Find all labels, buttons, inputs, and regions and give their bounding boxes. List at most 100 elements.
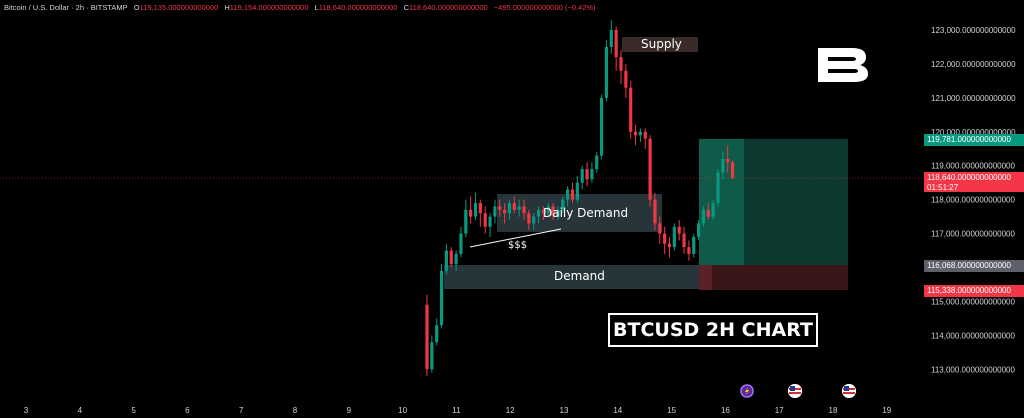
candle-body <box>469 209 473 217</box>
candle-body <box>546 206 550 214</box>
target-price-tag[interactable]: 119,781.000000000000 <box>924 134 1024 146</box>
candle-body <box>464 209 468 234</box>
candle-body <box>561 199 565 210</box>
candle-body <box>706 209 710 217</box>
candle-body <box>459 233 463 254</box>
countdown-value: 01:51:27 <box>927 183 959 192</box>
candle-body <box>624 70 628 88</box>
candle-body <box>493 206 497 217</box>
candle-body <box>716 172 720 204</box>
candle-body <box>667 243 672 248</box>
symbol-title: Bitcoin / U.S. Dollar · 2h · BITSTAMP <box>4 3 128 12</box>
candle-body <box>498 206 502 210</box>
candle-body <box>643 131 647 139</box>
candle-body <box>536 209 541 217</box>
time-tick-label: 9 <box>347 406 352 415</box>
logo-b-icon <box>816 46 870 84</box>
candle-body <box>454 253 458 265</box>
candle-body <box>721 158 725 173</box>
time-tick-label: 8 <box>293 406 298 415</box>
us-flag-icon[interactable] <box>842 384 856 398</box>
demand-label: Demand <box>554 269 605 283</box>
chart-title-box: BTCUSD 2H CHART <box>608 313 818 347</box>
entry-price-tag[interactable]: 116,068.000000000000 <box>924 260 1024 272</box>
time-tick-label: 4 <box>78 406 83 415</box>
current-price-tag[interactable]: 118,640.000000000000 01:51:27 <box>924 172 1024 192</box>
high-value: 119,154.000000000000 <box>229 3 309 12</box>
liquidity-label: $$$ <box>508 240 528 251</box>
candle-body <box>488 216 492 227</box>
time-tick-label: 14 <box>613 406 622 415</box>
candle-body <box>697 223 701 237</box>
price-tick-label: 121,000.000000000000 <box>931 94 1016 103</box>
candle-body <box>677 226 681 234</box>
stop-zone[interactable] <box>699 265 848 290</box>
candle-body <box>512 203 516 210</box>
candle-body <box>449 250 453 265</box>
candle-body <box>570 189 575 200</box>
candle-body <box>478 203 482 214</box>
candle-body <box>425 304 429 370</box>
candle-body <box>551 206 555 217</box>
candle-body <box>541 209 545 214</box>
time-tick-label: 16 <box>721 406 730 415</box>
candle-body <box>595 155 599 170</box>
price-tick-label: 117,000.000000000000 <box>931 230 1015 239</box>
candle-body <box>682 233 686 248</box>
time-tick-label: 12 <box>506 406 515 415</box>
candle-body <box>444 250 448 271</box>
time-tick-label: 13 <box>560 406 569 415</box>
price-tick-label: 113,000.000000000000 <box>931 365 1015 374</box>
change-value: −495.000000000000 (−0.42%) <box>493 3 596 12</box>
time-tick-label: 15 <box>667 406 676 415</box>
candle-body <box>629 87 633 132</box>
time-tick-label: 11 <box>452 406 461 415</box>
candle-body <box>575 182 579 200</box>
open-key: O <box>133 3 140 12</box>
candle-body <box>726 158 730 163</box>
candle-body <box>435 325 439 343</box>
time-tick-label: 6 <box>185 406 190 415</box>
time-tick-label: 18 <box>829 406 838 415</box>
candle-body <box>619 57 623 71</box>
candle-body <box>473 203 478 217</box>
candle-body <box>507 203 512 214</box>
candle-body <box>648 138 652 200</box>
candle-body <box>600 97 604 156</box>
event-icon[interactable] <box>740 384 754 398</box>
candle-body <box>590 169 594 180</box>
candle-body <box>638 131 642 136</box>
time-tick-label: 7 <box>239 406 244 415</box>
price-tick-label: 114,000.000000000000 <box>931 331 1015 340</box>
candle-body <box>566 189 570 200</box>
candle-body <box>701 209 706 224</box>
time-tick-label: 17 <box>775 406 784 415</box>
time-tick-label: 19 <box>882 406 891 415</box>
candle-body <box>711 203 715 217</box>
candle-body <box>609 30 613 47</box>
candle-body <box>580 169 584 183</box>
candle-body <box>687 247 691 254</box>
us-flag-icon[interactable] <box>788 384 802 398</box>
price-tick-label: 115,000.000000000000 <box>931 297 1015 306</box>
current-price-value: 118,640.000000000000 <box>927 173 1011 182</box>
candle-body <box>585 169 589 180</box>
open-value: 119,135.000000000000 <box>139 3 219 12</box>
liquidity-trendline[interactable] <box>469 228 562 248</box>
candle-body <box>503 209 507 214</box>
low-value: 118,640.000000000000 <box>318 3 398 12</box>
price-tick-label: 118,000.000000000000 <box>931 196 1015 205</box>
high-key: H <box>224 3 230 12</box>
time-tick-label: 5 <box>131 406 136 415</box>
candle-body <box>604 46 609 98</box>
candle-body <box>692 236 696 254</box>
candle-body <box>522 206 526 214</box>
time-tick-label: 10 <box>398 406 407 415</box>
stop-price-tag[interactable]: 115,338.000000000000 <box>924 285 1024 297</box>
candle-body <box>658 223 662 234</box>
demand-zone <box>444 265 700 289</box>
candle-body <box>527 213 531 224</box>
candle-body <box>633 131 638 136</box>
candle-body <box>439 270 444 326</box>
